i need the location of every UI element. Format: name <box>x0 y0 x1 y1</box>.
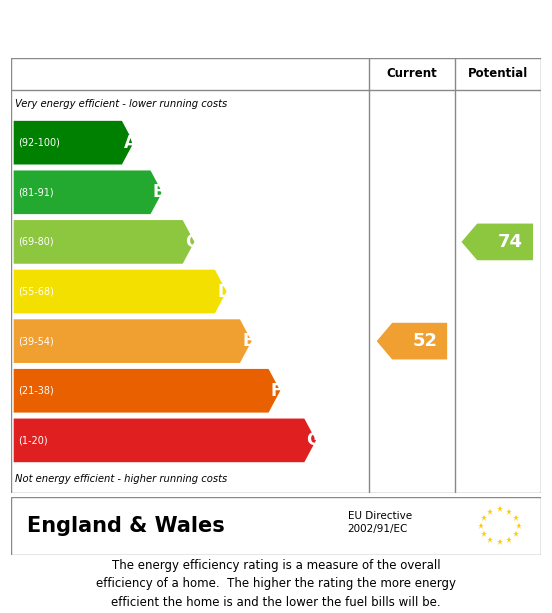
Text: (81-91): (81-91) <box>18 188 54 197</box>
Text: (69-80): (69-80) <box>18 237 54 247</box>
Polygon shape <box>461 224 533 261</box>
Text: EU Directive
2002/91/EC: EU Directive 2002/91/EC <box>348 511 412 535</box>
Polygon shape <box>14 419 316 462</box>
Polygon shape <box>14 220 194 264</box>
Text: (92-100): (92-100) <box>18 138 60 148</box>
Text: 52: 52 <box>412 332 438 350</box>
Polygon shape <box>14 170 162 214</box>
Polygon shape <box>14 121 134 164</box>
Polygon shape <box>14 319 252 363</box>
Text: D: D <box>217 283 231 300</box>
Text: A: A <box>124 134 137 151</box>
Text: (21-38): (21-38) <box>18 386 54 396</box>
Text: England & Wales: England & Wales <box>27 516 225 536</box>
Text: Potential: Potential <box>468 67 528 80</box>
Text: (55-68): (55-68) <box>18 286 54 297</box>
Text: (39-54): (39-54) <box>18 336 54 346</box>
Text: G: G <box>306 432 320 449</box>
Text: Very energy efficient - lower running costs: Very energy efficient - lower running co… <box>15 99 227 109</box>
Text: F: F <box>270 382 282 400</box>
Text: Energy Efficiency Rating: Energy Efficiency Rating <box>17 15 342 40</box>
Polygon shape <box>14 369 280 413</box>
Text: Current: Current <box>386 67 437 80</box>
Text: (1-20): (1-20) <box>18 435 48 446</box>
Text: The energy efficiency rating is a measure of the overall
efficiency of a home.  : The energy efficiency rating is a measur… <box>96 559 456 609</box>
Text: E: E <box>242 332 253 350</box>
Text: C: C <box>185 233 197 251</box>
Polygon shape <box>14 270 226 313</box>
Text: B: B <box>153 183 165 201</box>
Polygon shape <box>376 323 447 359</box>
Text: Not energy efficient - higher running costs: Not energy efficient - higher running co… <box>15 474 227 484</box>
Text: 74: 74 <box>498 233 523 251</box>
